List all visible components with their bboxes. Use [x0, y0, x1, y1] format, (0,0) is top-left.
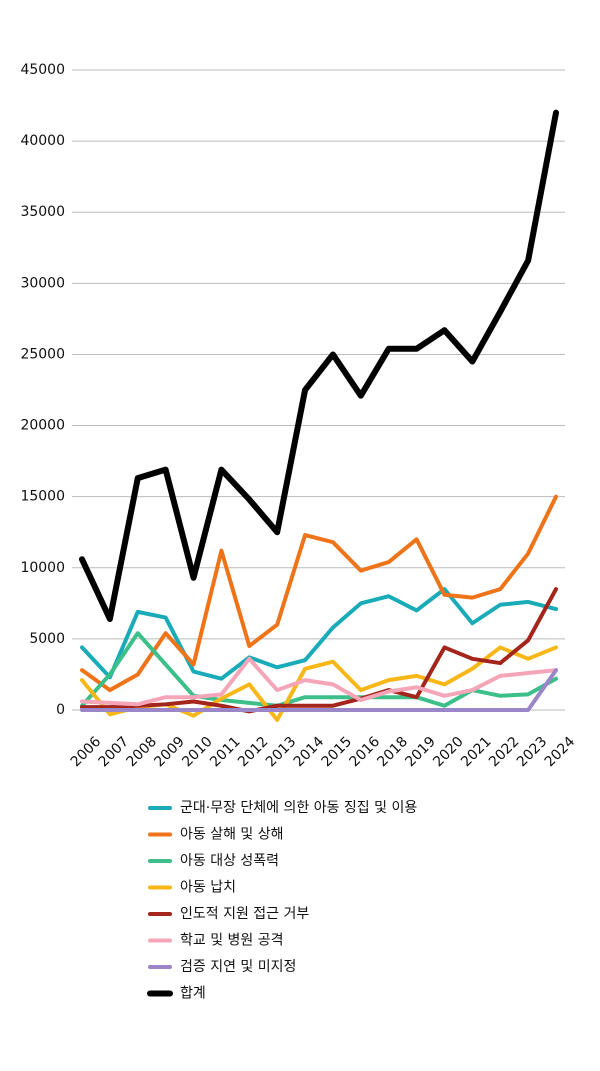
legend-label: 인도적 지원 접근 거부: [180, 906, 309, 922]
series-line: [80, 668, 558, 712]
legend-label: 군대·무장 단체에 의한 아동 징집 및 이용: [180, 800, 417, 816]
x-tick-label: 2024: [542, 734, 579, 771]
x-tick-label: 2018: [374, 734, 411, 771]
series-line: [80, 494, 558, 693]
series-line: [80, 656, 558, 707]
y-tick-label: 45000: [20, 62, 65, 78]
x-tick-label: 2016: [347, 734, 384, 771]
legend-label: 검증 지연 및 미지정: [180, 959, 296, 975]
y-tick-label: 40000: [20, 133, 65, 149]
y-tick-label: 20000: [20, 418, 65, 434]
legend-label: 학교 및 병원 공격: [180, 933, 284, 949]
y-tick-label: 0: [56, 702, 65, 718]
x-tick-label: 2020: [430, 734, 467, 771]
x-tick-label: 2015: [319, 734, 356, 771]
y-tick-label: 35000: [20, 204, 65, 220]
x-tick-label: 2012: [235, 734, 272, 771]
x-tick-label: 2008: [124, 734, 161, 771]
x-tick-label: 2009: [151, 734, 188, 771]
x-tick-label: 2019: [402, 734, 439, 771]
y-tick-label: 10000: [20, 560, 65, 576]
legend-label: 아동 대상 성폭력: [180, 853, 279, 869]
legend-label: 아동 살해 및 상해: [180, 827, 284, 843]
x-tick-label: 2011: [207, 734, 244, 771]
series-line: [79, 109, 559, 622]
x-tick-label: 2010: [179, 734, 216, 771]
y-tick-label: 30000: [20, 275, 65, 291]
y-tick-label: 5000: [29, 631, 65, 647]
x-tick-label: 2007: [96, 734, 133, 771]
x-tick-label: 2021: [458, 734, 495, 771]
x-tick-label: 2006: [68, 734, 105, 771]
legend-label: 아동 납치: [180, 880, 236, 896]
x-tick-label: 2023: [514, 734, 551, 771]
series-line: [80, 631, 558, 708]
y-tick-label: 15000: [20, 489, 65, 505]
y-tick-label: 25000: [20, 346, 65, 362]
series-line: [80, 587, 558, 714]
x-tick-label: 2014: [291, 734, 328, 771]
x-tick-label: 2022: [486, 734, 523, 771]
x-tick-label: 2013: [263, 734, 300, 771]
legend-label: 합계: [180, 986, 206, 1002]
series-line: [80, 587, 558, 681]
